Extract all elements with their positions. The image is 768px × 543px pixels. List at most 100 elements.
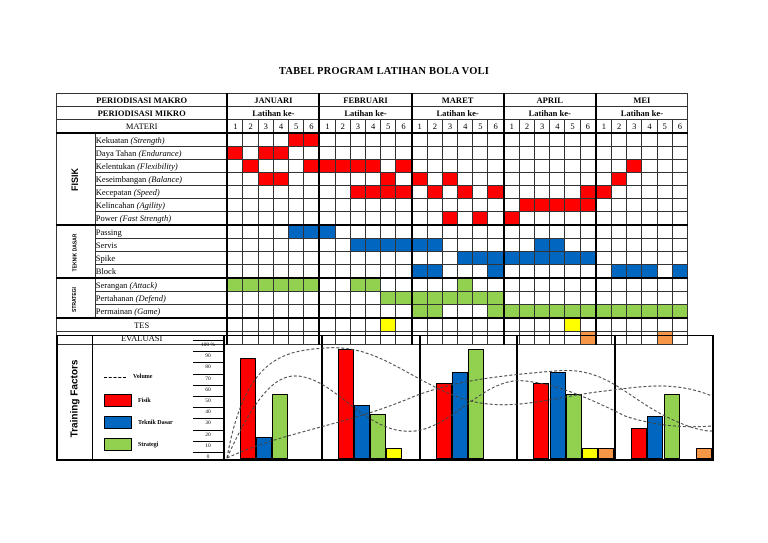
schedule-cell bbox=[380, 198, 397, 212]
schedule-cell bbox=[579, 291, 597, 305]
schedule-cell bbox=[549, 304, 566, 319]
schedule-cell bbox=[318, 317, 336, 332]
schedule-cell bbox=[242, 317, 259, 332]
session-number: 6 bbox=[395, 119, 413, 134]
schedule-cell bbox=[226, 291, 244, 305]
session-number: 2 bbox=[518, 119, 536, 134]
schedule-cell bbox=[534, 291, 551, 305]
schedule-cell bbox=[441, 198, 459, 212]
schedule-cell bbox=[226, 224, 244, 239]
schedule-cell bbox=[549, 211, 566, 226]
table-row: TEKNIK DASAR Passing bbox=[56, 224, 688, 279]
schedule-cell bbox=[641, 159, 658, 173]
schedule-cell bbox=[656, 317, 673, 332]
schedule-cell bbox=[656, 198, 673, 212]
schedule-cell bbox=[242, 277, 259, 292]
schedule-cell bbox=[457, 211, 474, 226]
schedule-cell bbox=[349, 172, 366, 186]
schedule-cell bbox=[364, 172, 382, 186]
schedule-cell bbox=[257, 264, 274, 279]
schedule-cell bbox=[349, 317, 366, 332]
schedule-cell bbox=[671, 251, 688, 265]
schedule-cell bbox=[549, 264, 566, 279]
bar-fisik bbox=[435, 382, 452, 459]
schedule-cell bbox=[334, 159, 351, 173]
bar-teknik-dasar bbox=[256, 436, 273, 459]
session-number: 2 bbox=[334, 119, 351, 134]
session-number: 1 bbox=[410, 119, 428, 134]
schedule-cell bbox=[441, 159, 459, 173]
chart-month-januari bbox=[225, 336, 323, 460]
training-program-table: PERIODISASI MAKRO JANUARI FEBRUARI MARET APR… bbox=[56, 93, 688, 345]
schedule-cell bbox=[549, 291, 566, 305]
schedule-cell bbox=[487, 132, 505, 147]
schedule-cell bbox=[318, 264, 336, 279]
schedule-cell bbox=[441, 291, 459, 305]
schedule-cell bbox=[656, 159, 673, 173]
schedule-cell bbox=[626, 291, 643, 305]
schedule-cell bbox=[426, 198, 443, 212]
schedule-cell bbox=[242, 198, 259, 212]
schedule-cell bbox=[380, 251, 397, 265]
bar-teknik-dasar bbox=[647, 416, 664, 459]
schedule-cell bbox=[349, 132, 366, 147]
schedule-cell bbox=[426, 211, 443, 226]
schedule-cell bbox=[288, 277, 305, 292]
schedule-cell bbox=[487, 224, 505, 239]
schedule-cell bbox=[364, 238, 382, 252]
schedule-cell bbox=[410, 172, 428, 186]
schedule-cell bbox=[380, 238, 397, 252]
schedule-cell bbox=[502, 132, 520, 147]
schedule-cell bbox=[518, 146, 536, 160]
schedule-cell bbox=[457, 264, 474, 279]
schedule-cell bbox=[594, 291, 612, 305]
schedule-cell bbox=[349, 264, 366, 279]
schedule-cell bbox=[610, 132, 628, 147]
materi-item: Kelincahan (Agility) bbox=[94, 198, 228, 212]
schedule-cell bbox=[518, 277, 536, 292]
schedule-cell bbox=[626, 317, 643, 332]
schedule-cell bbox=[472, 132, 489, 147]
schedule-cell bbox=[579, 238, 597, 252]
schedule-cell bbox=[472, 317, 489, 332]
schedule-cell bbox=[641, 238, 658, 252]
schedule-cell bbox=[502, 172, 520, 186]
schedule-cell bbox=[272, 238, 290, 252]
schedule-cell bbox=[549, 172, 566, 186]
materi-item: Kelentukan (Flexibility) bbox=[94, 159, 228, 173]
schedule-cell bbox=[610, 277, 628, 292]
schedule-cell bbox=[610, 238, 628, 252]
schedule-cell bbox=[534, 238, 551, 252]
y-tick: 10 bbox=[193, 440, 223, 450]
schedule-cell bbox=[656, 185, 673, 199]
session-number: 4 bbox=[549, 119, 566, 134]
schedule-cell bbox=[564, 317, 581, 332]
schedule-cell bbox=[594, 159, 612, 173]
table-row: Spike bbox=[57, 251, 688, 265]
schedule-cell bbox=[641, 317, 658, 332]
schedule-cell bbox=[564, 185, 581, 199]
schedule-cell bbox=[656, 211, 673, 226]
schedule-cell bbox=[610, 304, 628, 319]
schedule-cell bbox=[349, 211, 366, 226]
schedule-cell bbox=[257, 304, 274, 319]
schedule-cell bbox=[226, 132, 244, 147]
schedule-cell bbox=[579, 185, 597, 199]
table-row: Kecepatan (Speed) bbox=[57, 185, 688, 199]
schedule-cell bbox=[410, 277, 428, 292]
table-row: Power (Fast Strength) bbox=[57, 211, 688, 226]
schedule-cell bbox=[656, 146, 673, 160]
y-tick: 80 bbox=[193, 362, 223, 371]
schedule-cell bbox=[242, 238, 259, 252]
session-number: 3 bbox=[441, 119, 459, 134]
schedule-cell bbox=[410, 159, 428, 173]
schedule-cell bbox=[671, 238, 688, 252]
schedule-cell bbox=[594, 238, 612, 252]
session-number: 1 bbox=[226, 119, 244, 134]
page-title: TABEL PROGRAM LATIHAN BOLA VOLI bbox=[278, 66, 490, 77]
schedule-cell bbox=[226, 211, 244, 226]
session-number: 3 bbox=[534, 119, 551, 134]
schedule-cell bbox=[318, 211, 336, 226]
schedule-cell bbox=[410, 132, 428, 147]
legend-fisik: Fisik bbox=[104, 394, 151, 407]
